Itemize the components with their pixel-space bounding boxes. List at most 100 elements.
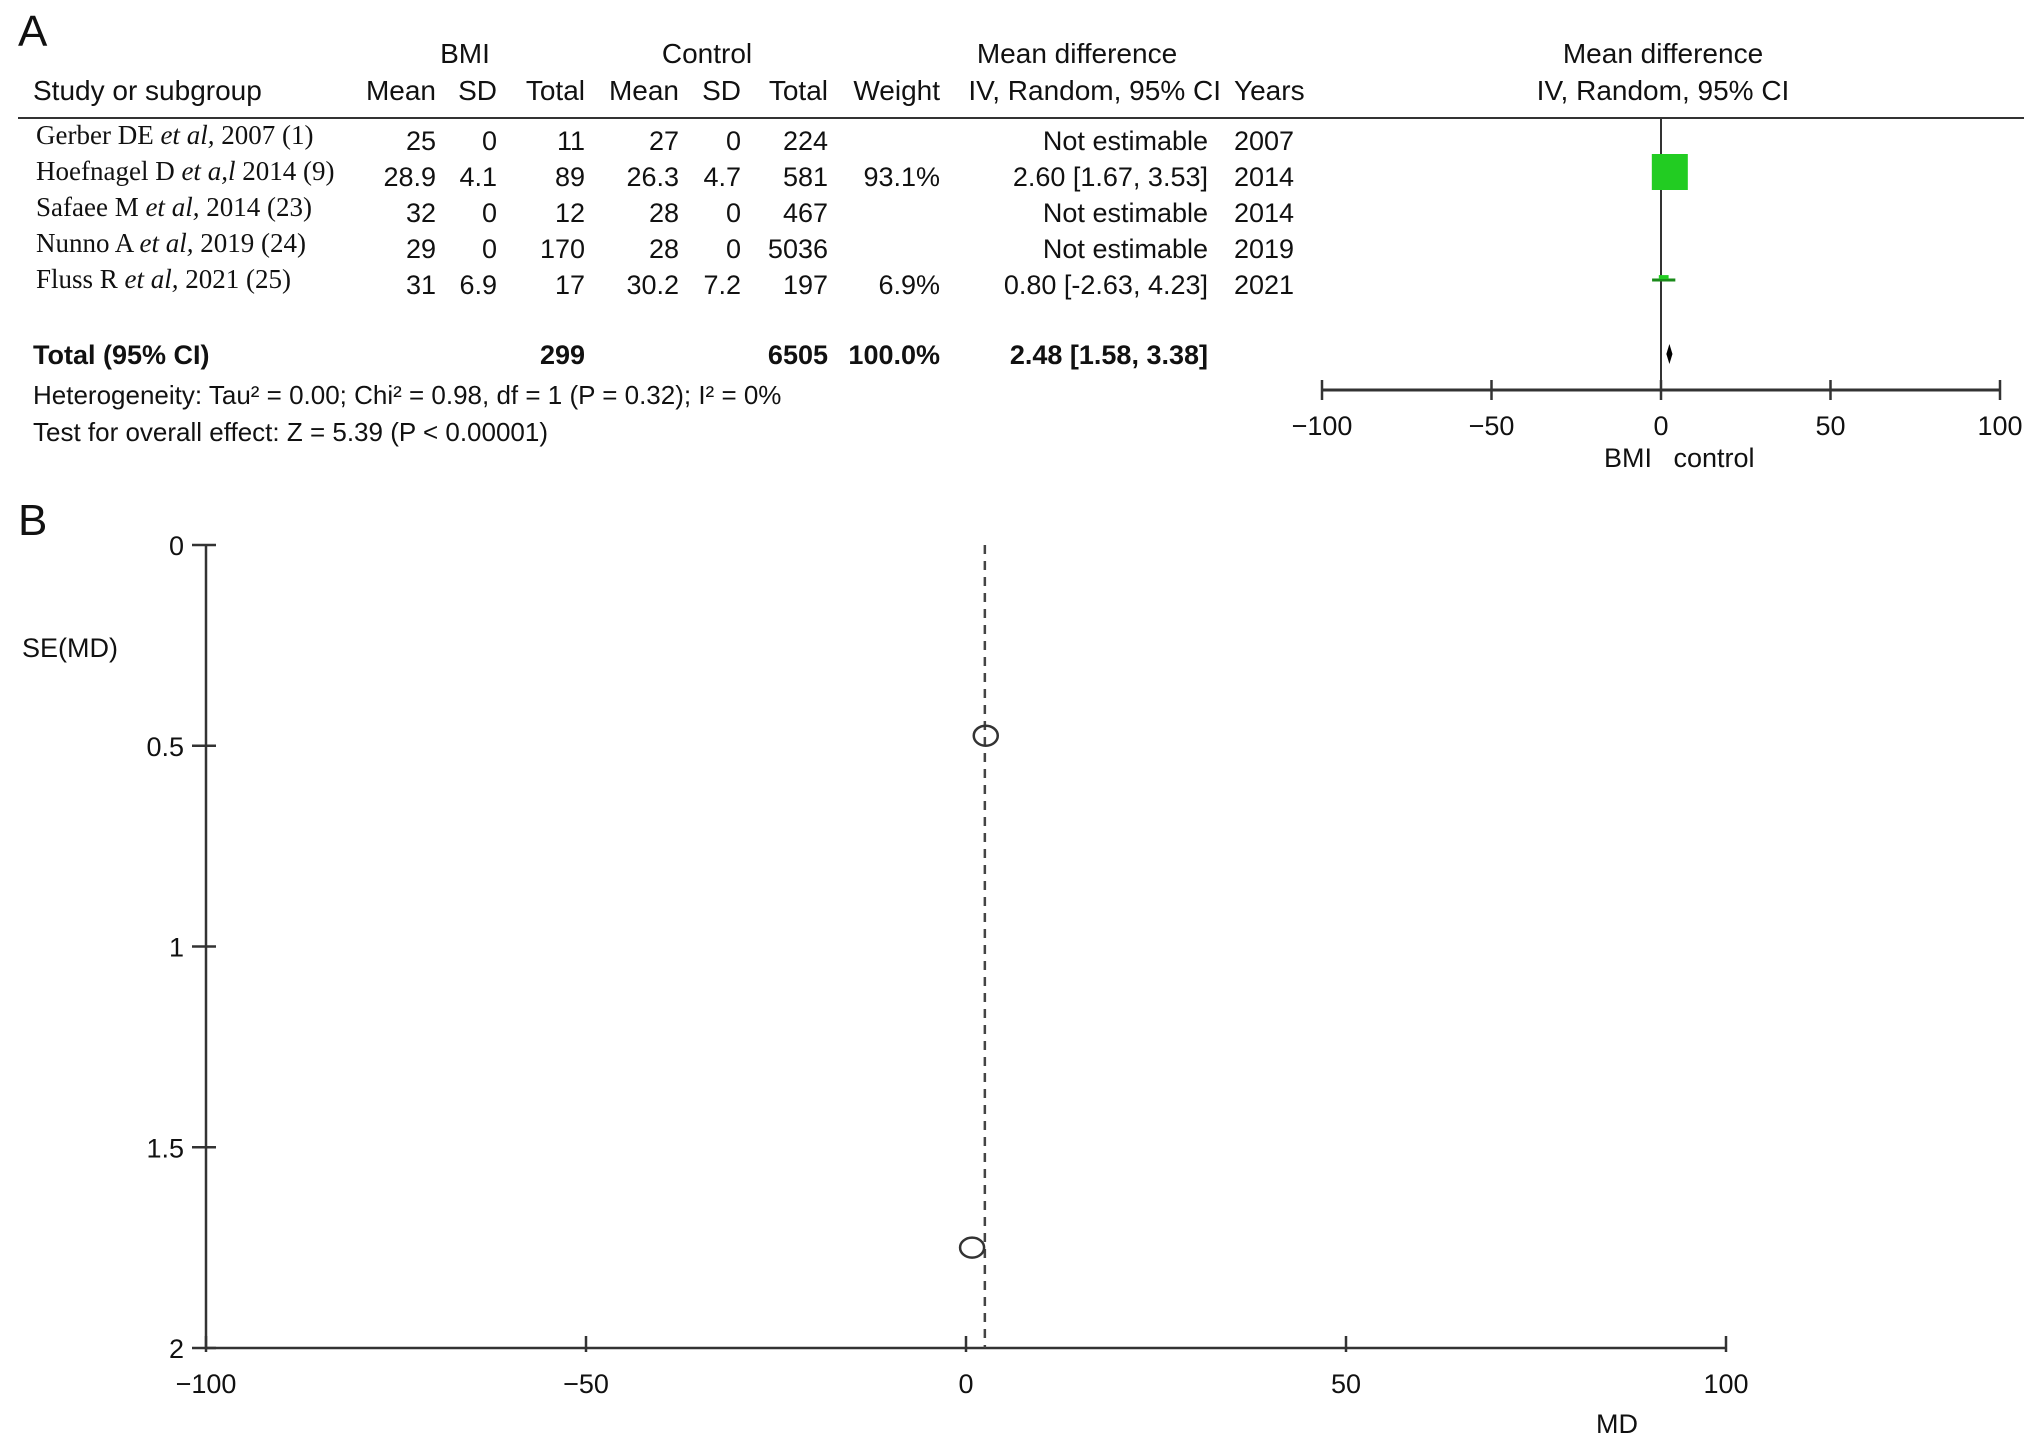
study-name: Fluss R et al, 2021 (25) bbox=[36, 264, 291, 294]
year-cell: 2014 bbox=[1234, 162, 1294, 192]
study-author: Safaee M bbox=[36, 192, 145, 222]
bmi-sd-cell: 4.1 bbox=[459, 162, 497, 192]
weight-header: Weight bbox=[853, 75, 940, 106]
study-ref: 2014 (9) bbox=[235, 156, 334, 186]
total-weight: 100.0% bbox=[848, 340, 940, 370]
favours-left-label: BMI bbox=[1604, 443, 1652, 473]
study-etal: et al, bbox=[160, 120, 214, 150]
funnel-y-label: SE(MD) bbox=[22, 633, 118, 663]
funnel-x-tick-label: −100 bbox=[176, 1369, 237, 1399]
ctrl-mean-cell: 28 bbox=[649, 198, 679, 228]
bmi-sd-cell: 0 bbox=[482, 126, 497, 156]
study-name: Hoefnagel D et a,l 2014 (9) bbox=[36, 156, 334, 186]
control-group-header: Control bbox=[662, 38, 752, 69]
funnel-y-tick-label: 0.5 bbox=[146, 732, 184, 762]
bmi-mean-cell: 28.9 bbox=[383, 162, 436, 192]
study-author: Hoefnagel D bbox=[36, 156, 181, 186]
study-name: Nunno A et al, 2019 (24) bbox=[36, 228, 306, 258]
plot-title-header: Mean difference bbox=[1563, 38, 1763, 69]
study-author: Gerber DE bbox=[36, 120, 160, 150]
ctrl-sd-cell: 0 bbox=[726, 198, 741, 228]
study-author: Nunno A bbox=[36, 228, 140, 258]
funnel-y-tick-label: 1 bbox=[169, 933, 184, 963]
total-row-label: Total (95% CI) bbox=[33, 340, 210, 370]
overall-effect-text: Test for overall effect: Z = 5.39 (P < 0… bbox=[33, 417, 548, 447]
bmi-sd-cell: 6.9 bbox=[459, 270, 497, 300]
ctrl-mean-header: Mean bbox=[609, 75, 679, 106]
forest-plot: −100 −50 0 50 100 bbox=[1292, 118, 2023, 441]
ctrl-mean-cell: 30.2 bbox=[626, 270, 679, 300]
forest-ticks: −100 −50 0 50 100 bbox=[1292, 380, 2023, 441]
bmi-sd-header: SD bbox=[458, 75, 497, 106]
forest-study-square bbox=[1651, 154, 1688, 190]
ctrl-mean-cell: 26.3 bbox=[626, 162, 679, 192]
total-ctrl-n: 6505 bbox=[768, 340, 828, 370]
panel-a-label: A bbox=[18, 7, 48, 56]
forest-pooled-diamond bbox=[1666, 344, 1673, 364]
ctrl-total-cell: 467 bbox=[783, 198, 828, 228]
study-author: Fluss R bbox=[36, 264, 125, 294]
ctrl-sd-cell: 0 bbox=[726, 234, 741, 264]
study-name: Safaee M et al, 2014 (23) bbox=[36, 192, 312, 222]
year-cell: 2019 bbox=[1234, 234, 1294, 264]
panel-b-label: B bbox=[18, 496, 47, 545]
funnel-x-ticks: −100 −50 0 50 100 bbox=[176, 1336, 1749, 1399]
ctrl-total-header: Total bbox=[769, 75, 828, 106]
study-ref: 2007 (1) bbox=[214, 120, 313, 150]
total-bmi-n: 299 bbox=[540, 340, 585, 370]
study-column-header: Study or subgroup bbox=[33, 75, 262, 106]
forest-tick-label: 100 bbox=[1977, 411, 2022, 441]
funnel-y-ticks: 0 0.5 1 1.5 2 bbox=[146, 531, 216, 1364]
forest-tick-label: −100 bbox=[1292, 411, 1353, 441]
ci-cell: Not estimable bbox=[1043, 234, 1208, 264]
year-cell: 2014 bbox=[1234, 198, 1294, 228]
study-name: Gerber DE et al, 2007 (1) bbox=[36, 120, 313, 150]
study-rows: Gerber DE et al, 2007 (1) 25 0 11 27 0 224 Not … bbox=[36, 120, 1294, 300]
bmi-sd-cell: 0 bbox=[482, 198, 497, 228]
study-etal: et al, bbox=[145, 192, 199, 222]
funnel-x-tick-label: 50 bbox=[1331, 1369, 1361, 1399]
ctrl-mean-cell: 28 bbox=[649, 234, 679, 264]
ctrl-sd-cell: 7.2 bbox=[703, 270, 741, 300]
bmi-group-header: BMI bbox=[440, 38, 490, 69]
bmi-total-cell: 12 bbox=[555, 198, 585, 228]
funnel-x-label: MD bbox=[1596, 1409, 1638, 1439]
funnel-point bbox=[972, 724, 1000, 747]
study-ref: 2021 (25) bbox=[179, 264, 291, 294]
bmi-mean-header: Mean bbox=[366, 75, 436, 106]
study-etal: et a,l bbox=[181, 156, 235, 186]
bmi-mean-cell: 25 bbox=[406, 126, 436, 156]
forest-tick-label: 50 bbox=[1815, 411, 1845, 441]
bmi-total-header: Total bbox=[526, 75, 585, 106]
year-cell: 2007 bbox=[1234, 126, 1294, 156]
ctrl-sd-cell: 4.7 bbox=[703, 162, 741, 192]
years-header: Years bbox=[1234, 75, 1305, 106]
funnel-y-tick-label: 0 bbox=[169, 531, 184, 561]
forest-tick-label: 0 bbox=[1653, 411, 1668, 441]
bmi-sd-cell: 0 bbox=[482, 234, 497, 264]
weight-cell: 6.9% bbox=[878, 270, 940, 300]
forest-study-square bbox=[1658, 275, 1669, 280]
ci-cell: Not estimable bbox=[1043, 198, 1208, 228]
funnel-plot: 0 0.5 1 1.5 2 −100 −50 0 50 100 bbox=[146, 531, 1748, 1399]
md-group-header: Mean difference bbox=[977, 38, 1177, 69]
ctrl-sd-header: SD bbox=[702, 75, 741, 106]
ctrl-total-cell: 5036 bbox=[768, 234, 828, 264]
bmi-total-cell: 17 bbox=[555, 270, 585, 300]
year-cell: 2021 bbox=[1234, 270, 1294, 300]
ctrl-total-cell: 197 bbox=[783, 270, 828, 300]
funnel-y-tick-label: 1.5 bbox=[146, 1133, 184, 1163]
ci-cell: Not estimable bbox=[1043, 126, 1208, 156]
bmi-mean-cell: 29 bbox=[406, 234, 436, 264]
ctrl-total-cell: 581 bbox=[783, 162, 828, 192]
study-ref: 2019 (24) bbox=[194, 228, 306, 258]
funnel-points bbox=[958, 724, 1000, 1259]
plot-method-header: IV, Random, 95% CI bbox=[1537, 75, 1790, 106]
funnel-point bbox=[958, 1236, 986, 1259]
heterogeneity-text: Heterogeneity: Tau² = 0.00; Chi² = 0.98,… bbox=[33, 380, 781, 410]
favours-right-label: control bbox=[1673, 443, 1754, 473]
ci-cell: 2.60 [1.67, 3.53] bbox=[1013, 162, 1208, 192]
study-ref: 2014 (23) bbox=[199, 192, 311, 222]
bmi-total-cell: 89 bbox=[555, 162, 585, 192]
